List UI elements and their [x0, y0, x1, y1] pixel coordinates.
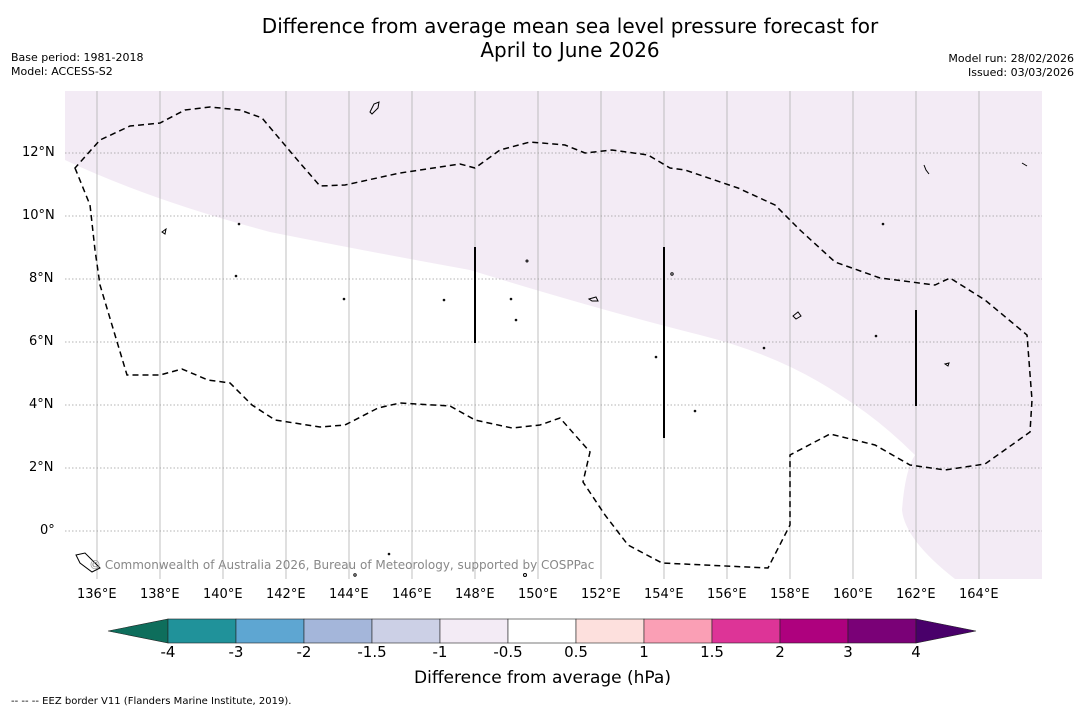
lon-tick: 148°E	[455, 587, 495, 602]
lat-tick: 10°N	[22, 208, 55, 223]
island-outlines	[75, 101, 1028, 577]
title-line-1: Difference from average mean sea level p…	[261, 14, 879, 38]
colorbar-tick: -2	[296, 643, 312, 661]
colorbar-segment	[643, 618, 713, 644]
colorbar-segment	[235, 618, 305, 644]
colorbar-segment	[847, 618, 917, 644]
colorbar-tick: 1.5	[700, 643, 724, 661]
colorbar-segment	[507, 618, 577, 644]
lon-tick: 156°E	[707, 587, 747, 602]
lon-tick: 160°E	[833, 587, 873, 602]
colorbar-extend-high	[915, 618, 977, 644]
model-name: Model: ACCESS-S2	[11, 65, 113, 78]
lon-tick: 142°E	[266, 587, 306, 602]
longitude-markers	[474, 247, 917, 438]
lon-tick: 138°E	[140, 587, 180, 602]
colorbar-tick: -1	[432, 643, 448, 661]
copyright-notice: © Commonwealth of Australia 2026, Bureau…	[89, 558, 595, 572]
lon-tick: 136°E	[77, 587, 117, 602]
colorbar-tick: -3	[228, 643, 244, 661]
lon-tick: 146°E	[392, 587, 432, 602]
colorbar-tick: 2	[775, 643, 785, 661]
lat-tick: 2°N	[29, 460, 54, 475]
eez-footnote: -- -- -- EEZ border V11 (Flanders Marine…	[11, 696, 292, 707]
title-line-2: April to June 2026	[480, 38, 660, 62]
lon-tick: 162°E	[896, 587, 936, 602]
colorbar-segment	[779, 618, 849, 644]
issued-date: Issued: 03/03/2026	[967, 66, 1074, 79]
lat-tick: 8°N	[29, 271, 54, 286]
model-run: Model run: 28/02/2026	[948, 52, 1074, 65]
colorbar	[107, 618, 977, 644]
lon-tick: 140°E	[203, 587, 243, 602]
meta-right: Model run: 28/02/2026 Issued: 03/03/2026	[948, 52, 1074, 80]
colorbar-segment	[371, 618, 441, 644]
lon-tick: 154°E	[644, 587, 684, 602]
colorbar-tick: -0.5	[493, 643, 523, 661]
base-period: Base period: 1981-2018	[11, 51, 144, 64]
lat-tick: 6°N	[29, 334, 54, 349]
colorbar-segment	[575, 618, 645, 644]
lon-tick: 158°E	[770, 587, 810, 602]
colorbar-tick: 1	[639, 643, 649, 661]
colorbar-segment	[711, 618, 781, 644]
lat-tick: 12°N	[22, 145, 55, 160]
lon-tick: 144°E	[329, 587, 369, 602]
eez-border	[74, 106, 1033, 569]
colorbar-tick: -4	[160, 643, 176, 661]
map-title: Difference from average mean sea level p…	[170, 14, 970, 62]
meta-left: Base period: 1981-2018 Model: ACCESS-S2	[11, 51, 143, 79]
colorbar-tick: 0.5	[564, 643, 588, 661]
lat-tick: 4°N	[29, 397, 54, 412]
lon-tick: 164°E	[959, 587, 999, 602]
lon-tick: 152°E	[581, 587, 621, 602]
colorbar-segment	[439, 618, 509, 644]
colorbar-segment	[167, 618, 237, 644]
colorbar-segment	[303, 618, 373, 644]
colorbar-extend-low	[107, 618, 169, 644]
colorbar-tick: -1.5	[357, 643, 387, 661]
anomaly-shading	[65, 91, 1042, 579]
colorbar-tick: 3	[843, 643, 853, 661]
lon-tick: 150°E	[518, 587, 558, 602]
colorbar-tick: 4	[911, 643, 921, 661]
lat-tick: 0°	[40, 523, 55, 538]
colorbar-title: Difference from average (hPa)	[414, 668, 671, 688]
